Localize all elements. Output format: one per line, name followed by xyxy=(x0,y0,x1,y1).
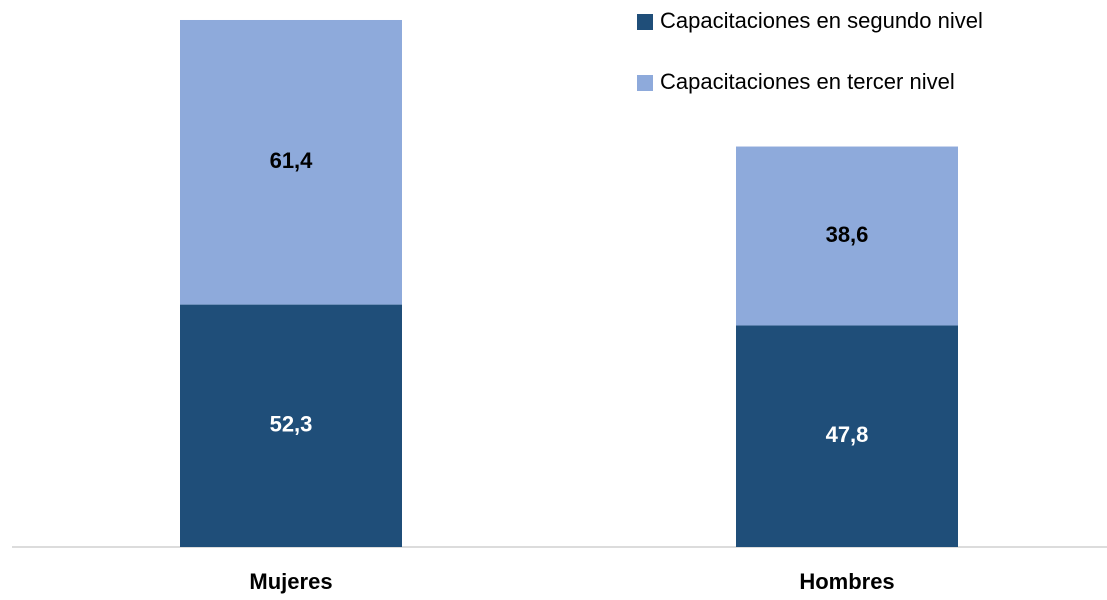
legend-label: Capacitaciones en segundo nivel xyxy=(660,8,983,33)
bar-segment xyxy=(736,325,958,547)
legend-swatch xyxy=(637,75,653,91)
x-tick-label: Mujeres xyxy=(249,569,332,594)
legend-swatch xyxy=(637,14,653,30)
value-label: 38,6 xyxy=(826,222,869,247)
value-label: 61,4 xyxy=(270,148,314,173)
legend-label: Capacitaciones en tercer nivel xyxy=(660,69,955,94)
value-label: 47,8 xyxy=(826,422,869,447)
bar-segment xyxy=(736,146,958,326)
bar-segment xyxy=(180,304,402,547)
x-tick-label: Hombres xyxy=(799,569,894,594)
bar-segment xyxy=(180,19,402,305)
value-label: 52,3 xyxy=(270,412,313,437)
